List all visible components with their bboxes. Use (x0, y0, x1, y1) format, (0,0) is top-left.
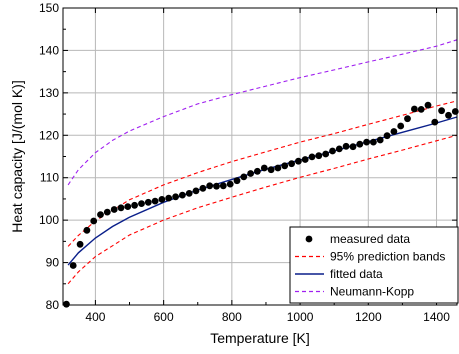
data-point (322, 150, 330, 158)
legend-label-fitted-data: fitted data (330, 267, 383, 281)
data-point (288, 160, 295, 168)
data-point (383, 132, 391, 140)
data-point (90, 217, 98, 225)
data-point (445, 111, 452, 119)
data-point (240, 173, 248, 181)
data-point (131, 201, 139, 209)
data-point (69, 262, 77, 269)
data-point (179, 191, 186, 199)
x-tick-label: 1200 (355, 310, 382, 324)
data-point (219, 182, 227, 190)
data-point (349, 143, 357, 151)
data-point (254, 167, 261, 175)
data-point (404, 115, 411, 123)
y-tick-label: 140 (39, 43, 59, 57)
x-axis-title: Temperature [K] (210, 330, 310, 346)
legend-label-measured-data: measured data (330, 232, 410, 246)
y-tick-label: 120 (39, 128, 59, 142)
legend-label-neumann-kopp: Neumann-Kopp (330, 285, 414, 299)
data-point (308, 153, 316, 161)
legend-marker-measured-data (305, 235, 313, 243)
data-point (301, 156, 309, 163)
data-point (417, 106, 425, 113)
data-point (97, 211, 104, 219)
data-point (206, 182, 214, 190)
data-point (138, 200, 145, 208)
data-point (76, 240, 84, 248)
x-tick-label: 1000 (287, 310, 314, 324)
data-point (199, 184, 207, 192)
y-tick-label: 100 (39, 213, 59, 227)
y-tick-label: 130 (39, 86, 59, 100)
x-tick-label: 400 (85, 310, 105, 324)
y-axis-title: Heat capacity [J/(mol K)] (9, 80, 25, 233)
data-point (335, 145, 343, 153)
data-point (172, 193, 180, 201)
data-point (274, 164, 282, 172)
data-point (165, 194, 173, 202)
series-line-neumann-kopp (67, 39, 458, 186)
data-point (431, 118, 439, 126)
data-point (370, 138, 377, 146)
data-point (213, 182, 220, 190)
y-tick-label: 90 (46, 256, 60, 270)
data-point (247, 170, 255, 177)
data-point (110, 206, 118, 213)
data-point (424, 101, 432, 109)
x-tick-label: 800 (222, 310, 242, 324)
data-point (185, 190, 193, 197)
y-tick-label: 150 (39, 1, 59, 15)
data-point (158, 196, 166, 203)
data-point (390, 128, 398, 135)
data-point (281, 162, 289, 170)
data-point (83, 226, 91, 234)
data-point (260, 164, 268, 172)
data-point (397, 122, 405, 130)
data-point (451, 108, 459, 115)
x-tick-label: 600 (154, 310, 174, 324)
data-point (226, 180, 234, 188)
data-point (192, 187, 200, 195)
legend-box (289, 226, 459, 304)
data-point (117, 204, 125, 212)
data-point (411, 105, 418, 113)
data-point (295, 157, 302, 165)
data-point (356, 140, 364, 148)
legend-label-95-prediction-bands: 95% prediction bands (330, 250, 445, 264)
y-tick-label: 110 (40, 171, 59, 185)
data-point (376, 136, 384, 144)
x-tick-label: 1400 (423, 310, 450, 324)
plot-series (63, 39, 459, 308)
data-point (124, 203, 132, 211)
data-point (363, 138, 370, 146)
data-point (63, 300, 70, 308)
data-point (151, 197, 159, 205)
data-point (233, 177, 241, 185)
series-line-fitted-data (67, 116, 458, 266)
axis-ticks: 400 600 800 1000 1200 1400 80 90 100 110 120 130 140… (39, 1, 457, 324)
data-point (315, 152, 323, 160)
data-point (342, 142, 350, 150)
series-line-prediction-band-lower (67, 134, 458, 285)
data-point (329, 147, 336, 155)
y-tick-label: 80 (46, 298, 60, 312)
data-point (144, 198, 152, 206)
data-point (438, 107, 445, 115)
legend: measured data 95% prediction bands fitted … (289, 226, 459, 304)
data-point (103, 208, 111, 216)
data-point (267, 166, 275, 174)
